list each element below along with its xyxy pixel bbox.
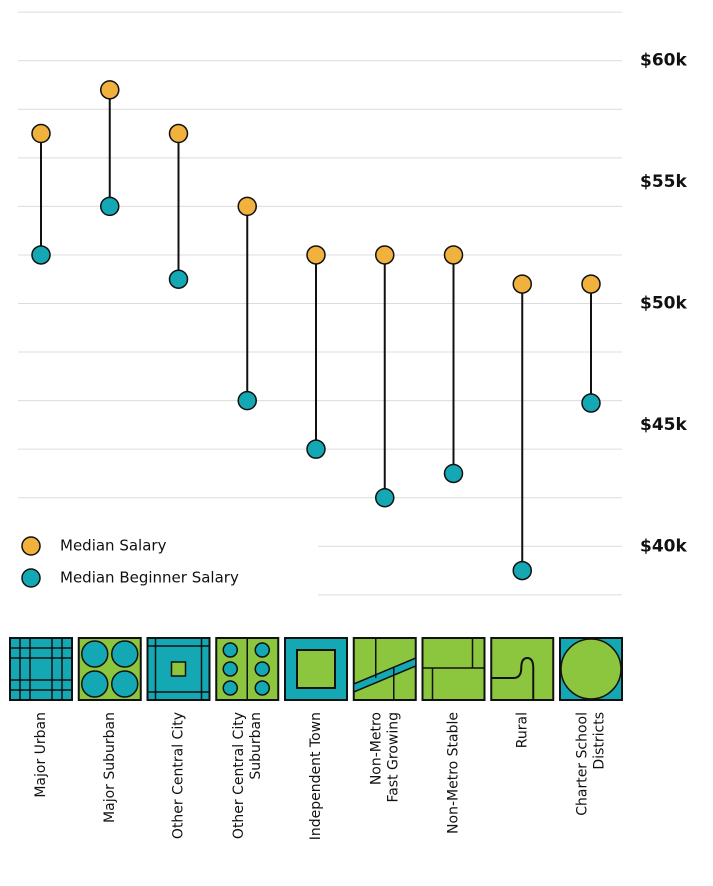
legend-label: Median Beginner Salary bbox=[60, 569, 239, 587]
category-label: Other Central CitySuburban bbox=[231, 712, 264, 839]
category-label: Major Urban bbox=[33, 712, 49, 798]
icon-shape bbox=[296, 649, 336, 689]
dot bbox=[237, 196, 257, 217]
legend-label: Median Salary bbox=[60, 537, 167, 555]
dot bbox=[512, 274, 532, 294]
y-tick-label: $55k bbox=[640, 172, 687, 192]
dot bbox=[100, 80, 120, 100]
category-line: Major Urban bbox=[33, 712, 49, 798]
dot bbox=[306, 245, 326, 265]
category-line: Independent Town bbox=[308, 712, 324, 840]
dot bbox=[168, 123, 189, 144]
category-label: Non-Metro Stable bbox=[446, 712, 462, 834]
icon-shape bbox=[170, 661, 187, 677]
icon bbox=[9, 637, 73, 701]
dot bbox=[581, 274, 601, 294]
category-line: Other Central City bbox=[231, 712, 247, 839]
icon bbox=[559, 637, 623, 701]
dot bbox=[375, 487, 395, 508]
dot bbox=[375, 245, 395, 265]
category-line: Non-Metro Stable bbox=[446, 712, 462, 834]
category-label: Independent Town bbox=[308, 712, 324, 840]
category-line: Districts bbox=[592, 712, 608, 770]
dot bbox=[31, 123, 51, 144]
category-line: Major Suburban bbox=[102, 712, 118, 823]
dot bbox=[31, 245, 51, 265]
category-line: Suburban bbox=[248, 712, 264, 780]
icon bbox=[490, 637, 555, 701]
icon-shape bbox=[222, 661, 238, 677]
y-tick-label: $50k bbox=[640, 294, 687, 314]
dot bbox=[168, 269, 189, 289]
icon-shape bbox=[81, 670, 109, 698]
icon-shape bbox=[491, 656, 535, 700]
dot bbox=[443, 463, 464, 484]
icon bbox=[146, 637, 211, 701]
legend-swatch bbox=[21, 536, 41, 556]
category-label: Non-MetroFast Growing bbox=[368, 712, 401, 803]
icon-shape bbox=[81, 640, 109, 668]
icon-shape bbox=[111, 670, 139, 698]
icon-shape bbox=[111, 640, 139, 668]
icon-shape bbox=[353, 656, 417, 694]
icon-shape bbox=[254, 680, 270, 696]
category-label: Charter SchoolDistricts bbox=[575, 712, 608, 816]
dot bbox=[100, 196, 120, 217]
dot bbox=[306, 439, 326, 459]
icon bbox=[77, 637, 142, 701]
legend-swatch bbox=[21, 568, 41, 588]
dot bbox=[512, 560, 532, 581]
icon bbox=[284, 637, 348, 701]
icon bbox=[421, 637, 486, 701]
category-label: Rural bbox=[514, 712, 530, 748]
dot bbox=[443, 245, 464, 265]
icon-shape bbox=[222, 680, 238, 696]
icon bbox=[352, 637, 417, 701]
category-label: Major Suburban bbox=[102, 712, 118, 823]
y-tick-label: $60k bbox=[640, 51, 687, 71]
dot bbox=[581, 393, 601, 413]
category-label: Other Central City bbox=[171, 712, 187, 839]
icon-bg bbox=[146, 637, 211, 701]
category-line: Other Central City bbox=[171, 712, 187, 839]
category-line: Rural bbox=[514, 712, 530, 748]
category-line: Charter School bbox=[575, 712, 591, 816]
y-tick-label: $45k bbox=[640, 415, 687, 435]
category-line: Non-Metro bbox=[368, 712, 384, 785]
icon-shape bbox=[560, 638, 622, 700]
icon-shape bbox=[222, 642, 238, 658]
dot bbox=[237, 390, 257, 411]
y-tick-label: $40k bbox=[640, 536, 687, 556]
icon-bg bbox=[490, 637, 555, 701]
icon-shape bbox=[254, 661, 270, 677]
category-line: Fast Growing bbox=[385, 712, 401, 803]
icon-shape bbox=[254, 642, 270, 658]
icon bbox=[215, 637, 280, 701]
